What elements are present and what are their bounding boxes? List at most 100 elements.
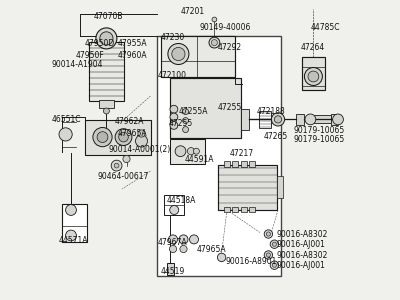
Bar (170, 78, 240, 138)
Circle shape (100, 32, 113, 45)
Text: 44571A: 44571A (58, 236, 88, 245)
Bar (302, 57, 324, 90)
Circle shape (218, 253, 226, 262)
Bar (218, 165, 276, 210)
Circle shape (182, 127, 189, 133)
Circle shape (136, 135, 148, 147)
Text: 90179-10065: 90179-10065 (293, 135, 344, 144)
Text: 44591A: 44591A (185, 155, 214, 164)
Text: 47265: 47265 (264, 132, 288, 141)
Circle shape (170, 105, 178, 113)
Text: 90014-A0001(2): 90014-A0001(2) (108, 145, 171, 154)
Text: 44518A: 44518A (167, 196, 196, 205)
Text: 47070B: 47070B (94, 12, 123, 21)
Bar (170, 139, 204, 164)
Circle shape (266, 232, 270, 236)
Circle shape (66, 205, 76, 215)
Bar (258, 111, 270, 128)
Bar (240, 109, 249, 130)
Text: 47960A: 47960A (118, 51, 147, 60)
Bar (164, 195, 184, 214)
Circle shape (182, 118, 189, 124)
Text: 90149-40006: 90149-40006 (200, 22, 251, 32)
Circle shape (264, 230, 272, 238)
Circle shape (187, 148, 195, 155)
Circle shape (114, 163, 119, 168)
Bar (249, 161, 255, 167)
Circle shape (170, 245, 177, 253)
Text: 47962A: 47962A (114, 117, 144, 126)
Circle shape (97, 132, 108, 142)
Bar (260, 114, 272, 124)
Bar (98, 100, 114, 108)
Bar (84, 120, 150, 154)
Circle shape (103, 108, 110, 114)
Circle shape (304, 68, 322, 85)
Text: 47950F: 47950F (76, 51, 104, 60)
Bar (62, 204, 86, 242)
Text: 46551C: 46551C (52, 116, 81, 124)
Circle shape (170, 113, 178, 121)
Circle shape (264, 251, 272, 259)
Bar (296, 114, 304, 124)
Circle shape (123, 155, 130, 163)
Bar (224, 207, 230, 212)
Circle shape (271, 113, 285, 126)
Text: 47955A: 47955A (118, 39, 147, 48)
Circle shape (59, 128, 72, 141)
Bar (161, 36, 234, 76)
Circle shape (182, 109, 189, 115)
Circle shape (308, 71, 319, 82)
Circle shape (119, 132, 128, 142)
Circle shape (333, 114, 343, 125)
Text: 472188: 472188 (256, 107, 285, 116)
Circle shape (111, 160, 122, 171)
Circle shape (170, 122, 178, 129)
Bar (330, 114, 338, 124)
Circle shape (180, 245, 187, 253)
Circle shape (212, 17, 217, 22)
Circle shape (211, 40, 218, 46)
Circle shape (115, 129, 132, 146)
Bar (89, 42, 124, 100)
Text: 90016-A8302: 90016-A8302 (276, 230, 328, 239)
Text: 47292: 47292 (218, 44, 242, 52)
Bar (241, 161, 247, 167)
Text: 47201: 47201 (180, 8, 205, 16)
Circle shape (270, 240, 278, 248)
Text: 90464-00617: 90464-00617 (98, 172, 149, 181)
Circle shape (170, 206, 179, 214)
Circle shape (274, 116, 282, 123)
Circle shape (96, 28, 117, 49)
Circle shape (270, 261, 278, 269)
Text: 47255: 47255 (168, 118, 193, 127)
Circle shape (168, 44, 189, 64)
Text: 47217: 47217 (230, 148, 254, 158)
Circle shape (209, 37, 220, 48)
Text: 90016-AJ001: 90016-AJ001 (276, 261, 325, 270)
Circle shape (172, 47, 185, 61)
Bar (232, 207, 238, 212)
Bar (156, 36, 281, 276)
Circle shape (138, 130, 145, 137)
Bar (232, 161, 238, 167)
Circle shape (179, 235, 188, 244)
Bar (241, 207, 247, 212)
Text: 472100: 472100 (158, 70, 187, 80)
Circle shape (305, 114, 316, 125)
Text: 90179-10065: 90179-10065 (293, 126, 344, 135)
Text: 47965A: 47965A (197, 244, 227, 253)
Text: 47255A: 47255A (179, 107, 208, 116)
Circle shape (194, 148, 199, 154)
Text: 47264: 47264 (300, 44, 325, 52)
Text: 90016-AJ001: 90016-AJ001 (276, 240, 325, 249)
Bar (167, 262, 174, 274)
Bar (249, 207, 255, 212)
Text: 47230: 47230 (161, 33, 185, 42)
Text: 47965A: 47965A (118, 129, 147, 138)
Circle shape (272, 242, 276, 246)
Text: 47967A: 47967A (158, 238, 188, 247)
Circle shape (272, 263, 276, 267)
Text: 90014-A1904: 90014-A1904 (52, 60, 103, 69)
Circle shape (168, 235, 178, 244)
